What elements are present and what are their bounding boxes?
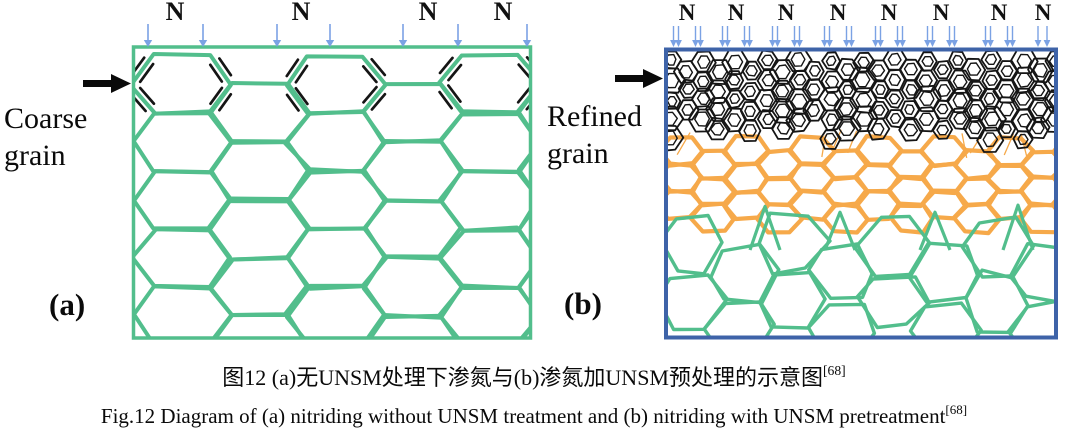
caption-chinese-ref: [68] — [823, 363, 846, 379]
nitrogen-atom-label: N — [727, 0, 745, 25]
nitrogen-atom-label: N — [1034, 0, 1052, 25]
nitrogen-atom-label: N — [932, 0, 950, 25]
caption-chinese-text: 图12 (a)无UNSM处理下渗氮与(b)渗氮加UNSM预处理的示意图 — [222, 365, 823, 390]
panel-b-core-layer — [668, 203, 1054, 336]
panel-b-side-label: Refined grain — [547, 98, 642, 172]
nitrogen-atom-label: N — [777, 0, 795, 25]
panel-a-grain-structure — [135, 52, 529, 337]
panel-a-box — [131, 45, 533, 340]
nitrogen-atom-label: N — [165, 0, 185, 26]
caption-chinese: 图12 (a)无UNSM处理下渗氮与(b)渗氮加UNSM预处理的示意图[68] — [0, 360, 1068, 392]
panel-a-nitrogen-arrows — [143, 24, 532, 47]
nitrogen-atom-label: N — [418, 0, 438, 26]
caption-english-text: Fig.12 Diagram of (a) nitriding without … — [100, 404, 946, 428]
panel-a-side-label: Coarse grain — [4, 100, 87, 174]
panel-b-surface-pointer-arrow — [615, 69, 663, 88]
panel-b-letter: (b) — [564, 286, 602, 321]
panel-b-surface-layer — [668, 51, 1054, 153]
panel-b-side-label-line1: Refined — [547, 100, 642, 133]
panel-b-nitrogen-arrows — [670, 26, 1051, 47]
panel-b-grain-structure — [668, 51, 1054, 336]
panel-a-side-label-line1: Coarse — [4, 102, 88, 135]
nitrogen-atom-label: N — [678, 0, 696, 25]
figure-graphics — [83, 24, 1058, 340]
panel-b-intermediate-layer — [668, 129, 1054, 236]
nitrogen-atom-label: N — [829, 0, 847, 25]
nitrogen-atom-label: N — [990, 0, 1008, 25]
panel-b-side-label-line2: grain — [547, 137, 609, 170]
caption-english-ref: [68] — [945, 401, 968, 417]
nitrogen-atom-label: N — [291, 0, 311, 26]
panel-b-box — [664, 47, 1058, 340]
panel-a-side-label-line2: grain — [4, 139, 66, 172]
nitrogen-atom-label: N — [493, 0, 513, 26]
caption-english: Fig.12 Diagram of (a) nitriding without … — [0, 401, 1068, 429]
nitrogen-atom-label: N — [880, 0, 898, 25]
panel-a-surface-pointer-arrow — [83, 74, 131, 93]
panel-a-letter: (a) — [49, 287, 86, 322]
